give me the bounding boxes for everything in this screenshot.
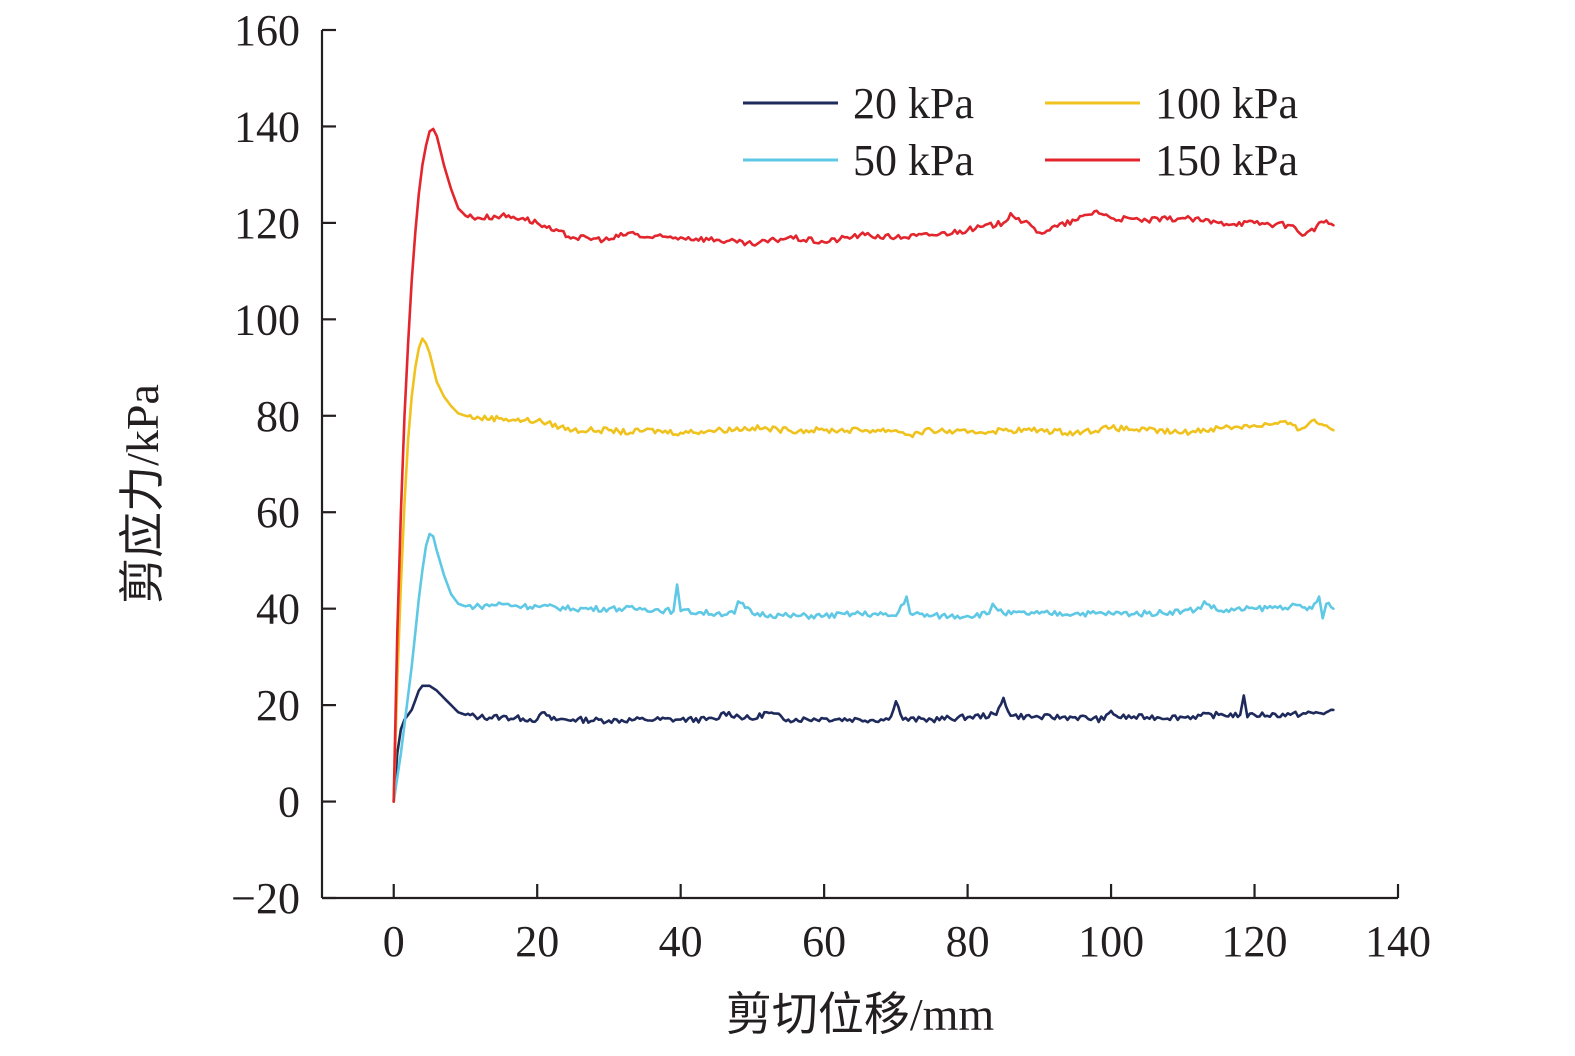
axes bbox=[320, 30, 1398, 900]
y-tick-label: 140 bbox=[234, 102, 300, 151]
y-tick-label: 0 bbox=[278, 778, 300, 827]
y-tick-label: 160 bbox=[234, 6, 300, 55]
legend: 20 kPa 50 kPa 100 kPa 150 kPa bbox=[743, 79, 1298, 185]
y-axis-title: 剪应力/kPa bbox=[117, 384, 168, 604]
y-tick-label: 120 bbox=[234, 199, 300, 248]
x-tick-label: 100 bbox=[1078, 917, 1144, 966]
legend-label: 50 kPa bbox=[853, 136, 974, 185]
x-tick-label: 40 bbox=[659, 917, 703, 966]
legend-label: 150 kPa bbox=[1155, 136, 1298, 185]
x-tick-label: 0 bbox=[383, 917, 405, 966]
ticks: −20 0 20 40 60 80 100 120 140 160 0 20 40 60 80 100 120 1… bbox=[231, 6, 1431, 966]
x-axis-title: 剪切位移/mm bbox=[726, 989, 995, 1040]
x-tick-label: 140 bbox=[1365, 917, 1431, 966]
legend-label: 100 kPa bbox=[1155, 79, 1298, 128]
y-tick-label: −20 bbox=[231, 874, 300, 923]
x-tick-label: 120 bbox=[1222, 917, 1288, 966]
x-tick-label: 60 bbox=[802, 917, 846, 966]
y-tick-label: 80 bbox=[256, 392, 300, 441]
y-tick-label: 60 bbox=[256, 488, 300, 537]
series-line-50-kpa bbox=[392, 532, 1335, 803]
x-tick-label: 80 bbox=[946, 917, 990, 966]
series-line-100-kpa bbox=[392, 337, 1335, 803]
legend-label: 20 kPa bbox=[853, 79, 974, 128]
y-tick-label: 20 bbox=[256, 681, 300, 730]
series-line-20-kpa bbox=[392, 684, 1335, 803]
series-line-150-kpa bbox=[392, 127, 1335, 803]
series-lines bbox=[392, 127, 1335, 803]
y-tick-label: 40 bbox=[256, 585, 300, 634]
x-tick-label: 20 bbox=[515, 917, 559, 966]
y-tick-label: 100 bbox=[234, 295, 300, 344]
